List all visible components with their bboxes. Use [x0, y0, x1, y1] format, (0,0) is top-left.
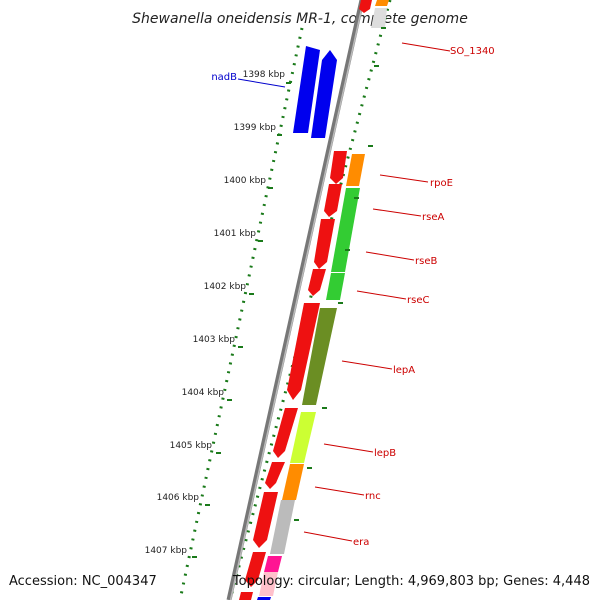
leader-line-nadB — [237, 78, 286, 88]
ruler-label: 1399 kbp — [234, 123, 277, 133]
outer-ring-ticks — [294, 27, 386, 521]
gene-labels: SO_1340 nadB rpoE rseA rseB rseC lepA le… — [211, 46, 494, 548]
forward-gene-lane — [239, 0, 372, 600]
gene-arrow[interactable] — [293, 46, 320, 133]
category-block[interactable] — [257, 597, 271, 600]
ruler-labels: 1398 kbp 1399 kbp 1400 kbp 1401 kbp 1402… — [145, 70, 286, 556]
inner-dotted-ring — [178, 27, 304, 600]
ruler-label: 1405 kbp — [170, 441, 213, 451]
category-block[interactable] — [331, 188, 360, 272]
category-block[interactable] — [282, 464, 304, 500]
accession-text: Accession: NC_004347 — [9, 574, 157, 589]
gene-label-lepA[interactable]: lepA — [393, 365, 415, 376]
category-block[interactable] — [326, 273, 345, 300]
ruler-label: 1407 kbp — [145, 546, 188, 556]
topology-text: Topology: circular; Length: 4,969,803 bp… — [232, 574, 590, 589]
gene-label-era[interactable]: era — [353, 537, 369, 548]
gene-arrow[interactable] — [287, 303, 320, 400]
map-title: Shewanella oneidensis MR-1, complete gen… — [132, 11, 468, 27]
ruler-label: 1404 kbp — [182, 388, 225, 398]
category-block[interactable] — [290, 412, 316, 463]
gene-label-nadB[interactable]: nadB — [211, 72, 237, 83]
category-block[interactable] — [375, 0, 389, 6]
gene-label-rnc[interactable]: rnc — [365, 491, 381, 502]
gene-label-lepB[interactable]: lepB — [374, 448, 396, 459]
ruler-label: 1400 kbp — [224, 176, 267, 186]
reverse-gene-lane — [293, 46, 337, 138]
category-lane — [257, 0, 389, 600]
ruler-label: 1406 kbp — [157, 493, 200, 503]
category-block[interactable] — [346, 154, 365, 186]
gene-arrow[interactable] — [359, 0, 372, 13]
gene-label-rseC[interactable]: rseC — [407, 295, 429, 306]
gene-arrow[interactable] — [308, 269, 326, 296]
gene-arrow[interactable] — [311, 50, 337, 138]
gene-label-SO_1340[interactable]: SO_1340 — [450, 46, 495, 57]
category-block[interactable] — [270, 500, 295, 554]
gene-arrow[interactable] — [314, 219, 335, 269]
category-block[interactable] — [371, 8, 387, 28]
ruler-label: 1398 kbp — [243, 70, 286, 80]
gene-label-rpoE[interactable]: rpoE — [430, 178, 453, 189]
backbone-highlight — [229, 0, 365, 600]
ruler-ticks — [192, 82, 291, 558]
category-block[interactable] — [264, 556, 282, 572]
category-block[interactable] — [302, 308, 337, 405]
gene-arrow[interactable] — [253, 492, 278, 548]
gene-arrow[interactable] — [330, 151, 347, 184]
gene-arrow[interactable] — [239, 592, 253, 600]
gene-label-rseB[interactable]: rseB — [415, 256, 437, 267]
leader-lines — [303, 42, 451, 542]
category-block[interactable] — [259, 572, 278, 596]
backbone — [226, 0, 365, 600]
gene-arrow[interactable] — [265, 462, 285, 489]
ruler-label: 1403 kbp — [193, 335, 236, 345]
gene-arrow[interactable] — [273, 408, 298, 458]
gene-arrow[interactable] — [245, 552, 266, 587]
gene-arrow[interactable] — [324, 184, 342, 217]
gene-label-rseA[interactable]: rseA — [422, 212, 444, 223]
ruler-label: 1401 kbp — [214, 229, 257, 239]
ruler-label: 1402 kbp — [204, 282, 247, 292]
